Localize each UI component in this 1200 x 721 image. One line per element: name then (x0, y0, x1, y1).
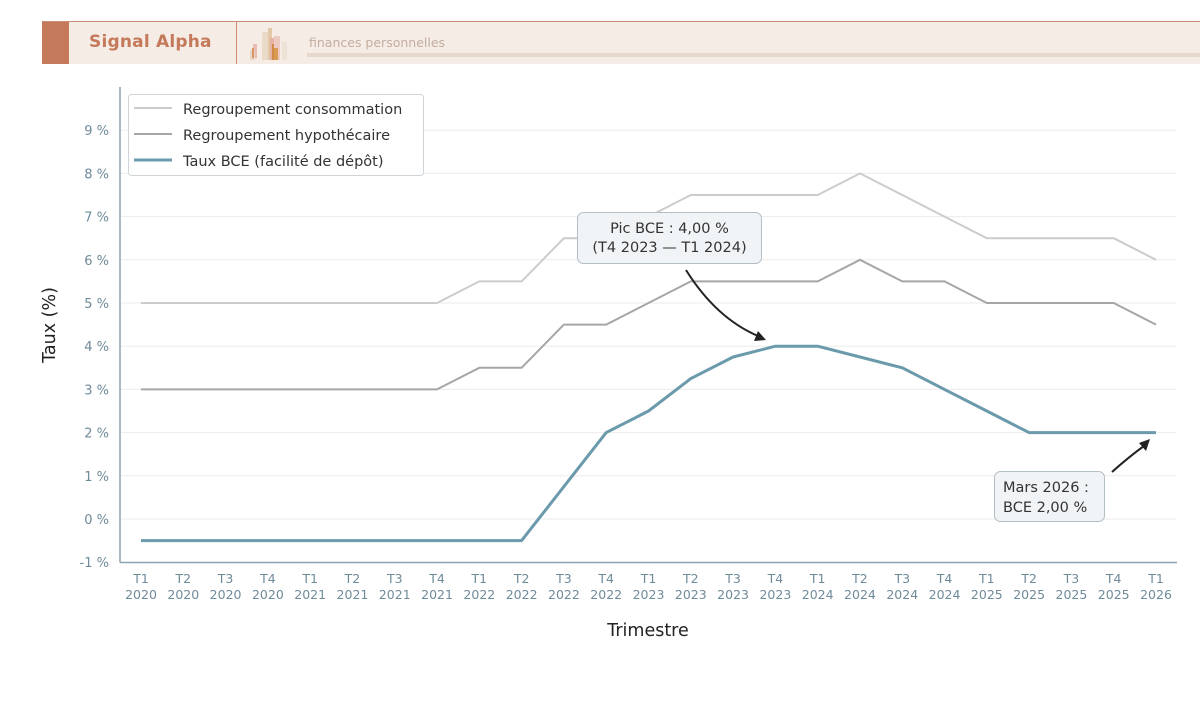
x-tick-quarter: T2 (682, 571, 699, 586)
y-tick-label: 4 % (84, 340, 109, 355)
arrowhead-icon (1139, 439, 1150, 451)
x-tick-quarter: T4 (259, 571, 276, 586)
y-tick-label: 8 % (84, 167, 109, 182)
x-tick-quarter: T1 (301, 571, 318, 586)
arrow-icon (685, 269, 759, 337)
legend-label-hypothecaire: Regroupement hypothécaire (183, 128, 390, 144)
x-tick-quarter: T4 (1105, 571, 1122, 586)
x-tick-quarter: T1 (1147, 571, 1164, 586)
y-axis-ticks: -1 % 0 % 1 % 2 % 3 % 4 % 5 % 6 % 7 % 8 % 9 % (80, 124, 109, 571)
y-tick-label: 2 % (84, 427, 109, 442)
x-tick-year: 2021 (294, 587, 326, 602)
series-line-1 (141, 258, 1157, 391)
x-tick-quarter: T4 (428, 571, 445, 586)
brand-accent-bar (42, 22, 69, 64)
x-tick-quarter: T2 (1020, 571, 1037, 586)
x-tick-quarter: T1 (132, 571, 149, 586)
x-tick-year: 2021 (421, 587, 453, 602)
tagline: finances personnelles (309, 35, 446, 50)
x-tick-year: 2025 (1098, 587, 1130, 602)
annotation-current: Mars 2026 : BCE 2,00 % (994, 439, 1150, 522)
header-rule (307, 53, 1200, 57)
x-tick-quarter: T3 (1063, 571, 1080, 586)
annotation-current-line1: Mars 2026 : (1003, 480, 1089, 496)
x-tick-year: 2025 (1013, 587, 1045, 602)
legend-label-consommation: Regroupement consommation (183, 102, 402, 118)
y-tick-label: 1 % (84, 470, 109, 485)
x-tick-quarter: T3 (555, 571, 572, 586)
x-tick-year: 2022 (548, 587, 580, 602)
x-tick-quarter: T3 (893, 571, 910, 586)
x-tick-quarter: T3 (217, 571, 234, 586)
x-tick-year: 2023 (675, 587, 707, 602)
x-tick-quarter: T1 (471, 571, 488, 586)
x-tick-quarter: T4 (597, 571, 614, 586)
annotation-current-line2: BCE 2,00 % (1003, 500, 1087, 516)
x-tick-year: 2020 (167, 587, 199, 602)
x-tick-quarter: T4 (767, 571, 784, 586)
x-tick-quarter: T1 (640, 571, 657, 586)
x-tick-quarter: T3 (386, 571, 403, 586)
arrowhead-icon (754, 331, 766, 341)
x-tick-quarter: T2 (513, 571, 530, 586)
x-tick-year: 2023 (717, 587, 749, 602)
y-tick-label: 0 % (84, 513, 109, 528)
annotation-peak: Pic BCE : 4,00 % (T4 2023 — T1 2024) (577, 212, 766, 341)
x-tick-year: 2021 (337, 587, 369, 602)
x-tick-year: 2023 (759, 587, 791, 602)
x-tick-quarter: T1 (978, 571, 995, 586)
y-axis-title: Taux (%) (40, 287, 60, 364)
bar-chart-logo-icon (250, 28, 287, 60)
x-tick-year: 2022 (590, 587, 622, 602)
y-tick-label: -1 % (80, 556, 109, 571)
x-tick-year: 2026 (1140, 587, 1172, 602)
y-tick-label: 7 % (84, 211, 109, 226)
series-line-2 (141, 344, 1156, 543)
legend-label-bce: Taux BCE (facilité de dépôt) (182, 154, 384, 170)
x-tick-year: 2020 (252, 587, 284, 602)
legend: Regroupement consommation Regroupement h… (128, 94, 424, 176)
x-tick-quarter: T4 (936, 571, 953, 586)
brand-name: Signal Alpha (89, 32, 212, 52)
x-tick-year: 2020 (125, 587, 157, 602)
x-tick-year: 2024 (802, 587, 834, 602)
x-tick-quarter: T2 (174, 571, 191, 586)
x-tick-quarter: T2 (851, 571, 868, 586)
x-axis-ticks: T12020T22020T32020T42020T12021T22021T320… (125, 571, 1172, 602)
app-header: Signal Alpha finances personnelles (42, 21, 1200, 64)
y-tick-label: 3 % (84, 383, 109, 398)
x-axis-title: Trimestre (606, 621, 689, 641)
annotation-peak-line2: (T4 2023 — T1 2024) (592, 240, 746, 256)
x-tick-year: 2022 (463, 587, 495, 602)
header-divider (236, 22, 237, 64)
x-tick-year: 2021 (379, 587, 411, 602)
x-tick-year: 2024 (844, 587, 876, 602)
x-tick-year: 2023 (633, 587, 665, 602)
y-tick-label: 6 % (84, 254, 109, 269)
x-tick-year: 2024 (886, 587, 918, 602)
y-tick-label: 9 % (84, 124, 109, 139)
x-tick-year: 2025 (971, 587, 1003, 602)
x-tick-quarter: T2 (344, 571, 361, 586)
x-tick-year: 2020 (210, 587, 242, 602)
x-tick-year: 2022 (506, 587, 538, 602)
x-tick-quarter: T3 (724, 571, 741, 586)
arrow-icon (1111, 445, 1145, 473)
x-tick-quarter: T1 (809, 571, 826, 586)
y-tick-label: 5 % (84, 297, 109, 312)
x-tick-year: 2025 (1056, 587, 1088, 602)
annotation-peak-line1: Pic BCE : 4,00 % (610, 221, 729, 237)
gridlines (121, 129, 1176, 520)
x-tick-year: 2024 (929, 587, 961, 602)
